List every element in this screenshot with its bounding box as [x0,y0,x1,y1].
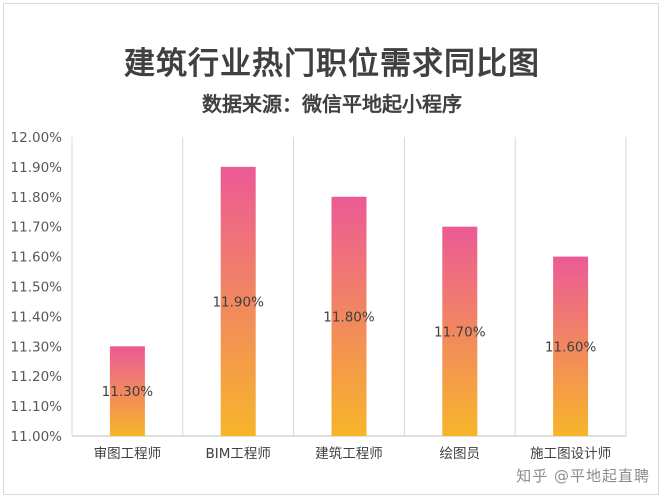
y-tick-label: 11.00% [11,429,63,445]
gridlines [71,137,627,436]
y-tick-label: 11.50% [11,280,63,296]
bar [220,166,256,436]
y-tick-label: 11.10% [11,399,63,415]
data-label: 11.60% [545,339,597,355]
category-label: 施工图设计师 [530,446,611,462]
category-label: 建筑工程师 [315,446,383,462]
data-label: 11.90% [212,294,264,310]
chart-subtitle: 数据来源：微信平地起小程序 [202,92,462,116]
bar [109,346,145,436]
y-tick-label: 11.80% [11,190,63,206]
y-tick-label: 11.60% [11,250,63,266]
bars [109,166,589,436]
y-tick-label: 11.20% [11,369,63,385]
y-axis: 11.00% 11.10% 11.20% 11.30% 11.40% 11.50% 11.6… [11,130,626,445]
watermark: 知乎 @平地起直聘 [516,467,650,485]
x-axis: 审图工程师 BIM工程师 建筑工程师 绘图员 施工图设计师 [94,446,611,462]
chart-title: 建筑行业热门职位需求同比图 [124,46,540,82]
y-tick-label: 11.30% [11,339,63,355]
bar [331,196,367,436]
y-tick-label: 11.40% [11,309,63,325]
y-tick-label: 11.90% [11,160,63,176]
y-tick-label: 12.00% [11,130,63,146]
category-label: BIM工程师 [206,446,271,462]
data-label: 11.70% [434,324,486,340]
category-label: 绘图员 [440,446,481,462]
category-label: 审图工程师 [94,446,162,462]
y-tick-label: 11.70% [11,220,63,236]
bar [553,256,589,436]
bar [442,226,478,436]
data-label: 11.80% [323,309,375,325]
data-label: 11.30% [102,384,154,400]
data-labels: 11.30% 11.90% 11.80% 11.70% 11.60% [102,294,597,400]
